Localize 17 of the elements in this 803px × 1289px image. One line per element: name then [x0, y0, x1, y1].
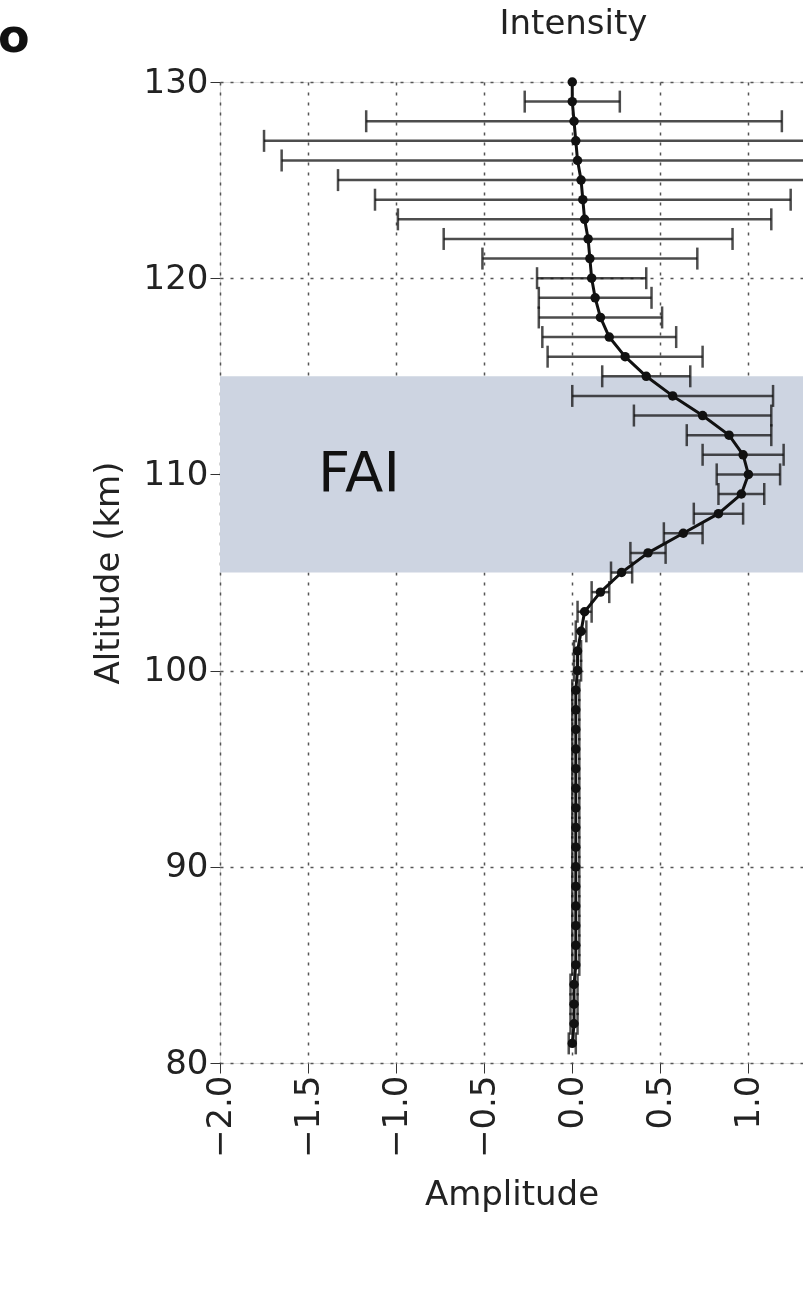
x-tick-label: −1.0	[374, 1075, 415, 1159]
band-label: FAI	[318, 439, 400, 505]
text: o	[0, 9, 30, 63]
y-tick-label: 110	[143, 452, 209, 493]
y-tick-label: 130	[143, 60, 209, 101]
x-tick-label: 0.5	[638, 1075, 679, 1130]
x-tick-label: −2.0	[198, 1075, 239, 1159]
y-tick-label: 100	[143, 649, 209, 690]
x-tick-label: −0.5	[462, 1075, 503, 1159]
y-tick-label: 120	[143, 256, 209, 297]
chart-title: Intensity	[499, 2, 648, 42]
x-tick-label: 1.0	[726, 1075, 767, 1130]
y-tick-label: 90	[165, 845, 209, 886]
x-axis-title: Amplitude	[424, 1173, 600, 1214]
x-tick-label: −1.5	[286, 1075, 327, 1159]
x-tick-label: 0.0	[550, 1075, 591, 1130]
y-axis-title: Altitude (km)	[86, 461, 127, 685]
